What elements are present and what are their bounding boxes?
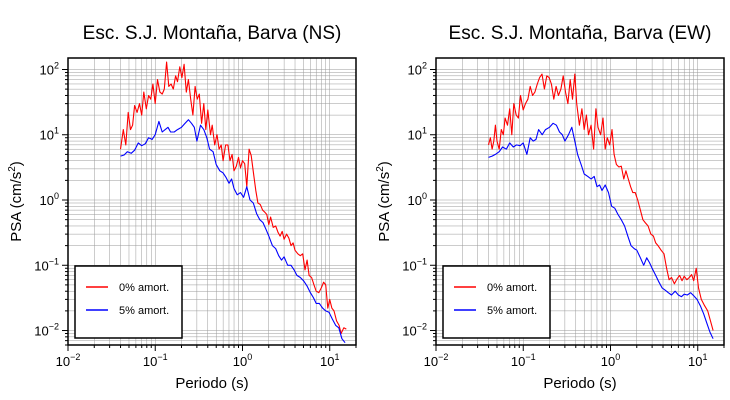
y-tick-label: 10−2 (34, 322, 59, 339)
y-tick-label: 101 (40, 126, 59, 143)
x-tick-label-base: 10 (688, 354, 702, 369)
x-axis-label: Periodo (s) (543, 375, 616, 392)
x-tick-label-exp: −1 (525, 352, 535, 362)
y-tick-label-exp: −1 (49, 256, 59, 266)
x-tick-label-base: 10 (424, 354, 438, 369)
plot-frame (67, 57, 357, 346)
y-tick-label: 10−1 (34, 256, 59, 273)
x-tick-label-base: 10 (143, 354, 157, 369)
y-tick-label-exp: 1 (422, 126, 427, 136)
x-tick-label: 100 (601, 352, 620, 369)
y-axis-label: PSA (cm/s2) (375, 161, 393, 242)
plot-frame (435, 57, 725, 346)
series-line-1 (488, 122, 714, 339)
y-tick-label: 100 (408, 191, 427, 208)
y-tick-label-base: 10 (34, 258, 48, 273)
x-tick-label: 10−1 (511, 352, 536, 369)
x-axis-label: Periodo (s) (175, 375, 248, 392)
series-line-1 (120, 119, 346, 344)
y-tick-label-exp: 1 (54, 126, 59, 136)
legend-label-1: 5% amort. (119, 305, 169, 317)
x-tick-label: 10−1 (143, 352, 168, 369)
x-tick-label: 101 (320, 352, 339, 369)
ticks (62, 68, 357, 351)
y-tick-label: 10−1 (402, 256, 427, 273)
legend: 0% amort. 5% amort. (74, 265, 183, 339)
x-tick-label-exp: 1 (334, 352, 339, 362)
y-axis-label-tail: ) (376, 161, 393, 166)
x-tick-label-exp: 0 (615, 352, 620, 362)
x-tick-label-exp: −2 (70, 352, 80, 362)
y-tick-label-base: 10 (408, 193, 422, 208)
y-tick-label-base: 10 (34, 324, 48, 339)
y-tick-label: 102 (408, 60, 427, 77)
legend: 0% amort. 5% amort. (442, 265, 551, 339)
y-tick-label-base: 10 (408, 62, 422, 77)
x-tick-label-exp: −1 (157, 352, 167, 362)
x-tick-label-base: 10 (233, 354, 247, 369)
chart-title: Esc. S.J. Montaña, Barva (EW) (449, 23, 712, 44)
y-axis-label-sup: 2 (7, 166, 18, 172)
y-axis-label-main: PSA (cm/s (8, 172, 25, 242)
y-tick-label-base: 10 (402, 258, 416, 273)
y-tick-label-base: 10 (40, 62, 54, 77)
x-tick-label-base: 10 (511, 354, 525, 369)
y-tick-label-exp: −2 (49, 322, 59, 332)
y-axis-label-main: PSA (cm/s (376, 172, 393, 242)
x-tick-label: 100 (233, 352, 252, 369)
y-tick-label: 100 (40, 191, 59, 208)
series-line-0 (487, 73, 714, 331)
y-tick-label-base: 10 (40, 193, 54, 208)
x-tick-label: 10−2 (424, 352, 449, 369)
legend-box (442, 265, 551, 339)
y-tick-label-base: 10 (402, 324, 416, 339)
y-axis-label-tail: ) (8, 161, 25, 166)
legend-label-0: 0% amort. (487, 282, 537, 294)
x-tick-label-exp: 1 (702, 352, 707, 362)
series-line-0 (119, 61, 347, 335)
y-tick-label: 10−2 (402, 322, 427, 339)
chart-title: Esc. S.J. Montaña, Barva (NS) (83, 23, 342, 44)
legend-label-1: 5% amort. (487, 305, 537, 317)
y-tick-label-base: 10 (40, 128, 54, 143)
x-tick-label-exp: −2 (438, 352, 448, 362)
y-tick-label-exp: −1 (417, 256, 427, 266)
x-tick-label-exp: 0 (247, 352, 252, 362)
y-tick-label: 102 (40, 60, 59, 77)
x-tick-label-base: 10 (56, 354, 70, 369)
legend-label-0: 0% amort. (119, 282, 169, 294)
y-tick-label: 101 (408, 126, 427, 143)
x-tick-label-base: 10 (601, 354, 615, 369)
x-tick-label: 101 (688, 352, 707, 369)
y-axis-label-sup: 2 (375, 166, 386, 172)
y-tick-label-exp: 2 (422, 60, 427, 70)
ticks (430, 68, 725, 351)
y-tick-label-exp: 0 (54, 191, 59, 201)
x-tick-label: 10−2 (56, 352, 81, 369)
y-tick-label-exp: 2 (54, 60, 59, 70)
y-tick-label-exp: 0 (422, 191, 427, 201)
y-axis-label: PSA (cm/s2) (7, 161, 25, 242)
y-tick-label-exp: −2 (417, 322, 427, 332)
x-tick-label-base: 10 (320, 354, 334, 369)
y-tick-label-base: 10 (408, 128, 422, 143)
legend-box (74, 265, 183, 339)
